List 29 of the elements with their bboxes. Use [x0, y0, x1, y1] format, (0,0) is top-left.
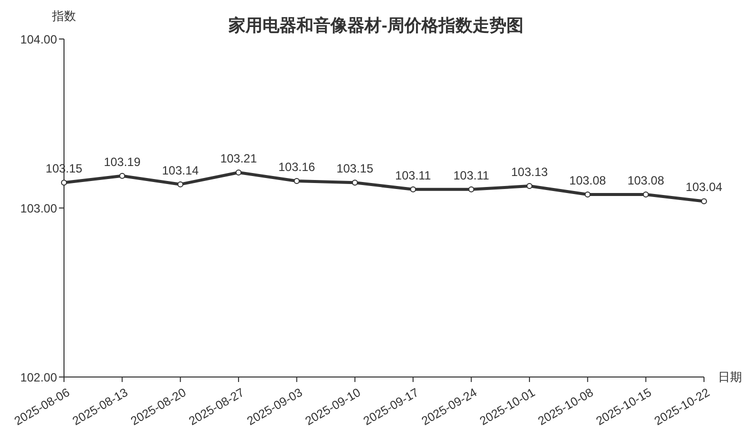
y-axis-title: 指数 [51, 8, 77, 25]
point [701, 198, 707, 204]
point [294, 178, 300, 184]
y-tick-label: 102.00 [20, 370, 58, 384]
chart-title: 家用电器和音像器材-周价格指数走势图 [228, 16, 524, 35]
point [642, 191, 649, 198]
point [236, 170, 242, 176]
y-tick-label: 104.00 [20, 32, 58, 46]
point [526, 183, 532, 190]
point [410, 186, 416, 192]
point [61, 180, 67, 186]
data-label: 103.11 [395, 168, 432, 182]
point [468, 186, 474, 192]
data-label: 103.15 [336, 162, 374, 176]
y-tick-label: 103.00 [20, 201, 58, 216]
data-label: 103.19 [104, 154, 141, 169]
data-label: 103.04 [686, 180, 723, 194]
point [584, 191, 591, 198]
data-label: 103.08 [569, 173, 606, 188]
data-label: 103.11 [453, 168, 490, 182]
data-label: 103.16 [278, 160, 316, 174]
point [119, 172, 126, 179]
data-label: 103.14 [162, 163, 200, 178]
data-label: 103.21 [220, 152, 258, 166]
data-label: 103.13 [511, 165, 548, 180]
point [177, 181, 184, 188]
x-axis-title: 日期 [718, 369, 742, 386]
data-label: 103.08 [627, 173, 664, 188]
point [352, 180, 358, 186]
